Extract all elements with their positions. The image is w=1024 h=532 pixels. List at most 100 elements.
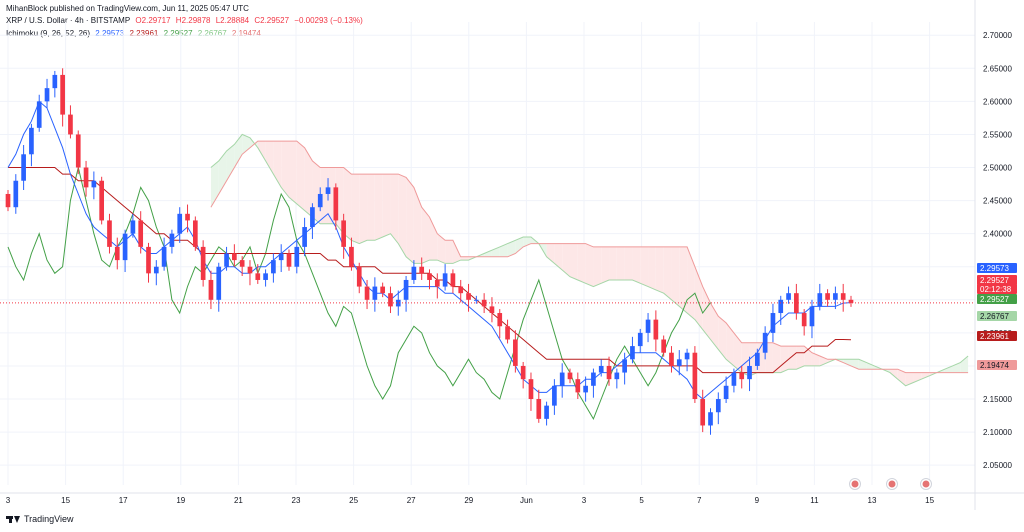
y-tick-label: 2.50000 bbox=[983, 164, 1012, 173]
cloud-segment bbox=[413, 187, 422, 264]
candle-body bbox=[294, 246, 300, 267]
candle-body bbox=[825, 293, 830, 300]
cloud-segment bbox=[648, 246, 656, 290]
candle-body bbox=[356, 266, 362, 287]
y-tick-label: 2.10000 bbox=[983, 428, 1012, 437]
cloud-segment bbox=[796, 346, 805, 370]
tradingview-logo-icon bbox=[6, 515, 20, 523]
candle-body bbox=[801, 313, 807, 327]
symbol-line: XRP / U.S. Dollar · 4h · BITSTAMP O2.297… bbox=[6, 16, 366, 25]
symbol-title[interactable]: XRP / U.S. Dollar · 4h · BITSTAMP bbox=[6, 16, 131, 25]
x-tick-label: 5 bbox=[639, 496, 644, 505]
x-tick-label: 25 bbox=[349, 496, 358, 505]
candle-body bbox=[44, 88, 50, 102]
x-tick-label: 3 bbox=[582, 496, 587, 505]
base-price-label: 2.23961 bbox=[980, 332, 1009, 341]
candle-body bbox=[372, 286, 378, 300]
spanA-price-tag bbox=[977, 311, 1017, 321]
lagging-price-label: 2.29527 bbox=[980, 295, 1009, 304]
candle-body bbox=[684, 352, 690, 360]
candle-body bbox=[239, 260, 245, 267]
candle-body bbox=[528, 379, 534, 400]
y-tick-label: 2.60000 bbox=[983, 97, 1012, 106]
cloud-segment bbox=[210, 160, 219, 208]
cloud-segment bbox=[780, 346, 789, 373]
spanB-price-label: 2.19474 bbox=[980, 361, 1009, 370]
candle-body bbox=[739, 372, 745, 380]
candle-body bbox=[169, 233, 175, 247]
candle-body bbox=[395, 299, 401, 307]
candle-body bbox=[708, 412, 713, 426]
candle-body bbox=[669, 352, 674, 366]
cloud-segment bbox=[460, 256, 469, 261]
x-tick-label: 11 bbox=[810, 496, 819, 505]
candle-body bbox=[364, 286, 370, 300]
price-axis: 2.70000 2.65000 2.60000 2.55000 2.50000 2.450… bbox=[983, 31, 1012, 470]
cloud-segment bbox=[554, 243, 563, 271]
candle-body bbox=[333, 187, 339, 221]
candle-body bbox=[325, 187, 331, 194]
cloud-segment bbox=[523, 236, 531, 247]
cloud-segment bbox=[351, 174, 360, 244]
candle-body bbox=[466, 293, 471, 300]
candle-body bbox=[536, 399, 542, 419]
candle-body bbox=[786, 293, 791, 300]
candle-body bbox=[747, 365, 752, 380]
cloud-segment bbox=[905, 372, 914, 386]
y-tick-label: 2.70000 bbox=[983, 31, 1012, 40]
candle-body bbox=[52, 74, 58, 89]
x-tick-label: 7 bbox=[697, 496, 702, 505]
cloud-segment bbox=[382, 174, 391, 237]
footer-brand: TradingView bbox=[24, 514, 74, 524]
candle-body bbox=[723, 385, 729, 400]
candle-body bbox=[286, 253, 292, 267]
candle-body bbox=[161, 246, 167, 267]
cloud-segment bbox=[242, 134, 250, 155]
cloud-segment bbox=[507, 240, 516, 257]
candle-body bbox=[21, 154, 26, 181]
cloud-segment bbox=[788, 346, 797, 370]
ohlc-low: L2.28884 bbox=[215, 16, 250, 25]
cloud-segment bbox=[640, 246, 649, 287]
cloud-segment bbox=[265, 141, 274, 175]
indicator-lagging-value: 2.29527 bbox=[163, 29, 193, 38]
base-price-tag bbox=[977, 331, 1017, 341]
cloud-segment bbox=[671, 246, 680, 307]
cloud-segment bbox=[562, 243, 570, 277]
candle-body bbox=[622, 359, 627, 373]
cloud-segment bbox=[921, 372, 930, 380]
candle-body bbox=[653, 319, 659, 340]
candle-body bbox=[68, 114, 73, 135]
candle-body bbox=[75, 134, 81, 168]
candle-body bbox=[833, 293, 838, 300]
candle-body bbox=[598, 365, 604, 373]
candle-body bbox=[29, 127, 34, 155]
candle-body bbox=[130, 220, 136, 234]
cloud-segment bbox=[710, 303, 719, 350]
candle-body bbox=[794, 293, 799, 314]
candle-body bbox=[614, 372, 620, 380]
candle-body bbox=[591, 372, 596, 386]
cloud-segment bbox=[811, 352, 820, 366]
cloud-segment bbox=[718, 316, 727, 360]
cloud-segment bbox=[913, 372, 922, 383]
cloud-segment bbox=[843, 359, 851, 366]
y-tick-label: 2.15000 bbox=[983, 395, 1012, 404]
candle-body bbox=[544, 405, 549, 419]
candle-body bbox=[224, 253, 229, 267]
candle-body bbox=[107, 220, 112, 247]
y-tick-label: 2.55000 bbox=[983, 130, 1012, 139]
indicator-name[interactable]: Ichimoku (9, 26, 52, 26) bbox=[6, 29, 91, 38]
ohlc-close: C2.29527 bbox=[254, 16, 290, 25]
leading-span-a-line bbox=[210, 133, 969, 387]
cloud-segment bbox=[726, 322, 734, 366]
candle-body bbox=[552, 385, 557, 406]
x-tick-label: 13 bbox=[868, 496, 877, 505]
candle-body bbox=[310, 207, 315, 228]
cloud-segment bbox=[772, 342, 781, 373]
x-tick-label: 21 bbox=[234, 496, 243, 505]
countdown-price-label: 02:12:38 bbox=[980, 285, 1012, 294]
cloud-segment bbox=[226, 144, 235, 181]
cloud-segment bbox=[819, 356, 828, 366]
